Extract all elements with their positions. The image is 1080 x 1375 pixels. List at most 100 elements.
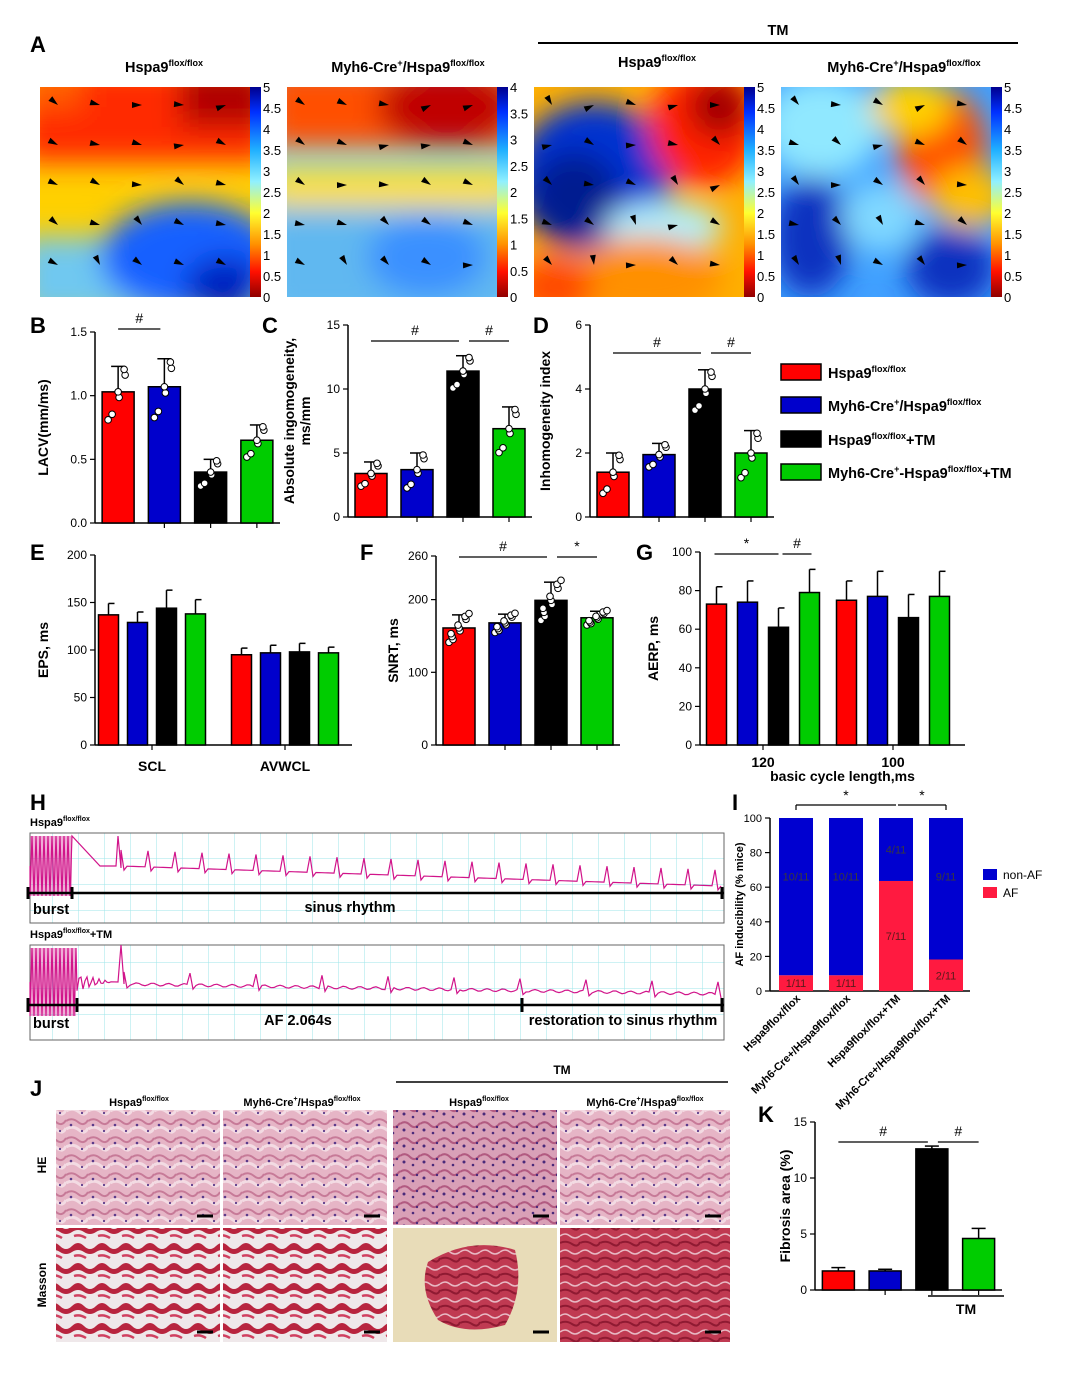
arrow-head [462, 262, 473, 269]
data-point [695, 402, 703, 410]
arrow-head [916, 175, 925, 185]
panel-j: J TM Hspa9flox/flox Myh6-Cre+/Hspa9flox/… [30, 1063, 730, 1342]
colorbar-tick: 1 [1004, 248, 1011, 263]
arrow-head [420, 143, 431, 150]
histo-title-2: Myh6-Cre+/Hspa9flox/flox [243, 1096, 360, 1109]
propagation-arrow [215, 137, 226, 145]
arrow-head [421, 176, 431, 185]
af-count-label: 7/11 [886, 931, 907, 943]
significance-marker: # [879, 1123, 887, 1139]
data-point [454, 621, 462, 629]
arrow-head [670, 174, 678, 185]
arrow-head [89, 219, 100, 226]
y-axis-label: LACV(mm/ms) [35, 379, 51, 475]
y-tick-label: 5 [333, 446, 340, 460]
arrow-head [462, 218, 473, 225]
burst-1 [30, 836, 72, 896]
y-tick-label: 260 [408, 549, 428, 563]
arrow-head [215, 220, 226, 227]
data-point [557, 576, 565, 585]
propagation-arrow [131, 139, 142, 145]
data-point [212, 457, 221, 465]
data-point [120, 365, 128, 374]
arrow-head [215, 137, 226, 145]
map-title-3: Hspa9flox/flox [618, 53, 696, 71]
he-image-2 [223, 1110, 387, 1225]
colorbar-tick: 4 [263, 122, 270, 137]
arrow-head [47, 257, 58, 265]
arrow-head [790, 95, 799, 105]
colorbar-tick: 5 [1004, 80, 1011, 95]
propagation-arrow [872, 144, 883, 151]
legend-swatch-2 [780, 396, 822, 414]
propagation-arrow [378, 100, 389, 107]
y-tick-label: 60 [679, 622, 693, 636]
x-category-label: 120 [751, 754, 775, 770]
propagation-arrow [625, 262, 636, 269]
y-tick-label: 100 [744, 813, 762, 825]
y-tick-label: 1.0 [70, 389, 87, 403]
panel-letter-a: A [30, 32, 46, 57]
colorbar-tick: 3 [510, 133, 517, 148]
arrow-head [380, 255, 389, 265]
propagation-arrow [132, 102, 142, 108]
arrow-head [791, 254, 799, 265]
arrow-head [541, 218, 552, 225]
y-label-line: ms/mm [297, 396, 313, 445]
bar-SCL-4 [184, 613, 207, 746]
masson-image-2 [223, 1228, 387, 1342]
colorbar-tick: 1.5 [757, 227, 775, 242]
arrow-head [790, 175, 799, 185]
propagation-arrow [667, 224, 678, 231]
colorbar-tick: 3 [757, 164, 764, 179]
colorbar-2 [497, 87, 508, 297]
colorbar-3 [744, 87, 755, 297]
y-tick-label: 200 [67, 548, 87, 562]
propagation-arrow [667, 104, 678, 111]
significance-marker: * [574, 538, 580, 554]
panel-a: A TM Hspa9flox/flox Myh6-Cre+/Hspa9flox/… [30, 23, 1022, 305]
arrow-head [875, 214, 883, 225]
bar-120-2 [736, 601, 759, 746]
colorbar-tick: 0 [1004, 290, 1011, 305]
colorbar-tick: 2 [757, 206, 764, 221]
panel-letter-j: J [30, 1076, 42, 1101]
bar-AVWCL-4 [317, 652, 340, 746]
y-tick-label: 100 [408, 665, 428, 679]
propagation-arrow [421, 216, 431, 225]
propagation-arrow [543, 255, 552, 265]
data-point [453, 380, 461, 389]
propagation-arrow [542, 175, 552, 185]
data-point [737, 473, 745, 482]
arrow-head [788, 220, 799, 227]
propagation-arrow [336, 138, 347, 145]
arrow-head [625, 142, 636, 149]
colorbar-tick: 0 [757, 290, 764, 305]
colorbar-tick: 4 [1004, 122, 1011, 137]
propagation-arrow [667, 139, 678, 146]
legend-swatch-4 [780, 463, 822, 481]
colorbar-tick: 1.5 [1004, 227, 1022, 242]
data-point [741, 468, 749, 477]
map-title-2: Myh6-Cre+/Hspa9flox/flox [331, 58, 484, 76]
propagation-arrow [710, 135, 720, 145]
propagation-arrow [835, 254, 841, 265]
propagation-arrow [336, 182, 347, 189]
data-point [419, 451, 427, 459]
tm-label-j: TM [553, 1063, 570, 1077]
arrow-head [295, 96, 305, 105]
colorbar-tick: 3 [1004, 164, 1011, 179]
colorbar-tick: 2.5 [757, 185, 775, 200]
bar-100-3 [897, 616, 920, 746]
propagation-arrow [379, 215, 389, 225]
bar-nonaf-2 [829, 818, 863, 976]
data-point [373, 459, 381, 468]
nonaf-count-label: 4/11 [886, 844, 907, 856]
data-point [459, 367, 467, 375]
propagation-arrow [132, 256, 142, 265]
y-tick-label: 50 [74, 691, 88, 705]
propagation-arrow [710, 102, 720, 108]
histo-title-4: Myh6-Cre+/Hspa9flox/flox [586, 1096, 703, 1109]
arrow-head [667, 104, 678, 111]
bar-2 [400, 468, 434, 518]
